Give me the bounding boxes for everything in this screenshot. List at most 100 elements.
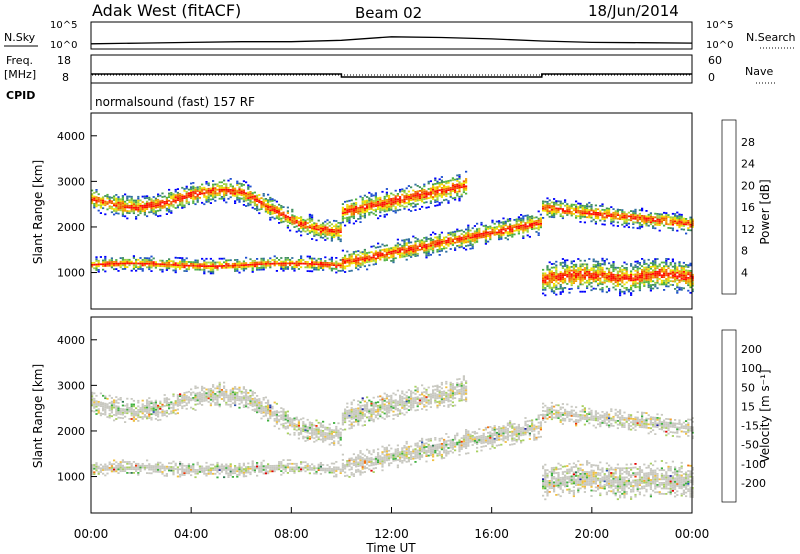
echo-cell (467, 244, 470, 247)
echo-cell (282, 262, 285, 265)
echo-cell (207, 390, 210, 392)
echo-cell (143, 410, 146, 413)
echo-cell (460, 186, 463, 189)
echo-cell (115, 407, 118, 409)
echo-cell (258, 469, 261, 471)
echo-cell (403, 241, 406, 243)
echo-cell (157, 215, 160, 218)
echo-cell (405, 205, 408, 208)
echo-cell (245, 181, 248, 184)
echo-cell (689, 225, 692, 228)
echo-cell (605, 211, 608, 213)
echo-cell (238, 472, 241, 474)
echo-cell (346, 200, 349, 203)
echo-cell (557, 275, 560, 277)
echo-cell (421, 242, 424, 245)
echo-cell (473, 241, 476, 244)
echo-cell (121, 196, 124, 199)
echo-cell (154, 264, 157, 267)
echo-cell (304, 227, 307, 229)
echo-cell (141, 269, 144, 272)
echo-cell (539, 224, 542, 227)
echo-cell (368, 259, 371, 261)
echo-cell (669, 227, 672, 229)
echo-cell (687, 277, 690, 279)
echo-cell (238, 466, 241, 469)
echo-cell (102, 407, 105, 410)
echo-cell (218, 261, 221, 264)
echo-cell (557, 207, 560, 210)
echo-cell (161, 205, 164, 207)
echo-cell (150, 270, 153, 272)
echo-cell (205, 394, 208, 396)
echo-cell (465, 234, 468, 236)
echo-cell (566, 272, 569, 274)
echo-cell (680, 270, 683, 273)
echo-cell (440, 242, 443, 245)
echo-cell (603, 218, 606, 220)
echo-cell (559, 271, 562, 273)
echo-cell (295, 266, 298, 268)
echo-cell (247, 467, 250, 470)
echo-cell (414, 251, 417, 254)
echo-cell (165, 196, 168, 199)
echo-cell (671, 258, 674, 261)
echo-cell (196, 386, 199, 389)
echo-cell (425, 236, 428, 239)
echo-cell (258, 407, 261, 409)
echo-cell (207, 391, 210, 394)
echo-cell (366, 268, 369, 271)
echo-cell (440, 240, 443, 243)
echo-cell (667, 265, 670, 268)
echo-cell (561, 208, 564, 210)
echo-cell (260, 257, 263, 260)
echo-cell (271, 465, 274, 467)
echo-cell (641, 207, 644, 210)
echo-cell (121, 211, 124, 214)
echo-cell (555, 284, 558, 287)
echo-cell (568, 280, 571, 283)
echo-cell (256, 409, 259, 412)
echo-cell (484, 228, 487, 231)
echo-cell (337, 236, 340, 239)
echo-cell (383, 250, 386, 253)
echo-cell (251, 403, 254, 406)
echo-cell (414, 240, 417, 243)
echo-cell (205, 469, 208, 471)
echo-cell (194, 196, 197, 198)
echo-cell (234, 187, 237, 190)
echo-cell (403, 200, 406, 203)
echo-cell (308, 255, 311, 258)
echo-cell (357, 253, 360, 256)
echo-cell (487, 231, 490, 234)
echo-cell (418, 197, 421, 200)
echo-cell (454, 186, 457, 188)
echo-cell (341, 214, 344, 216)
echo-cell (443, 238, 446, 241)
echo-cell (154, 263, 157, 265)
echo-cell (685, 273, 688, 275)
echo-cell (165, 397, 168, 399)
echo-cell (383, 215, 386, 218)
echo-cell (128, 407, 131, 409)
echo-cell (238, 201, 241, 203)
echo-cell (174, 256, 177, 259)
echo-cell (414, 198, 417, 200)
echo-cell (130, 418, 133, 420)
echo-cell (322, 263, 325, 266)
echo-cell (234, 270, 237, 272)
echo-cell (484, 237, 487, 240)
echo-cell (421, 205, 424, 208)
echo-cell (251, 401, 254, 404)
echo-cell (570, 284, 573, 287)
echo-cell (218, 265, 221, 267)
echo-cell (581, 204, 584, 207)
echo-cell (205, 461, 208, 464)
echo-cell (179, 193, 182, 195)
echo-cell (480, 234, 483, 237)
echo-cell (687, 269, 690, 272)
echo-cell (119, 262, 122, 265)
echo-cell (108, 198, 111, 200)
echo-cell (636, 214, 639, 217)
echo-cell (117, 405, 120, 408)
